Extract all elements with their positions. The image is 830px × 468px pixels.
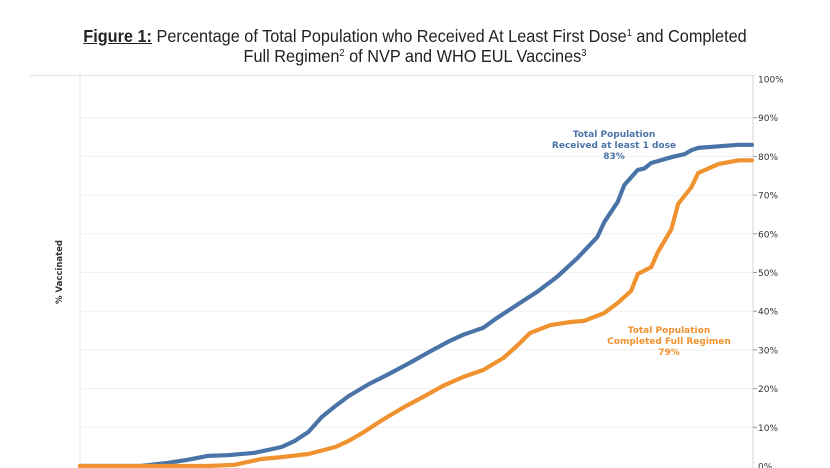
title-text-2b: of NVP and WHO EUL Vaccines xyxy=(344,46,582,66)
chart-title: Figure 1: Percentage of Total Population… xyxy=(29,26,801,66)
y-tick-label: 30% xyxy=(758,346,778,356)
y-tick-label: 100% xyxy=(758,76,784,86)
footnote-1: 1 xyxy=(626,28,632,39)
series-line-full-regimen xyxy=(77,158,755,468)
title-text-1a: Percentage of Total Population who Recei… xyxy=(151,26,627,46)
gridlines xyxy=(80,117,753,428)
series-line-first-dose xyxy=(77,142,755,468)
y-axis-label: % Vaccinated xyxy=(55,240,65,304)
annotation-full-regimen-line: 79% xyxy=(658,348,680,358)
footnote-2: 2 xyxy=(339,48,345,59)
annotation-full-regimen-line: Total Population xyxy=(628,326,711,336)
annotation-first-dose-line: Total Population xyxy=(573,130,656,140)
y-tick-label: 60% xyxy=(758,230,778,240)
y-tick-label: 50% xyxy=(758,269,778,279)
y-tick-label: 0% xyxy=(758,463,773,468)
series-lines xyxy=(77,142,755,468)
y-tick-label: 90% xyxy=(758,114,778,124)
y-tick-label: 80% xyxy=(758,153,778,163)
title-text-2a: Full Regimen xyxy=(243,46,340,66)
y-tick-label: 10% xyxy=(758,424,778,434)
title-text-1b: and Completed xyxy=(631,26,747,46)
annotation-full-regimen-line: Completed Full Regimen xyxy=(607,337,731,347)
annotation-first-dose-line: Received at least 1 dose xyxy=(552,141,676,151)
annotation-first-dose-line: 83% xyxy=(603,152,625,162)
y-axis-ticks: 0% 10% 20% 30% 40% 50% 60% 70% 80% 90% 100% xyxy=(753,76,784,468)
figure-label: Figure 1: xyxy=(83,26,152,46)
y-tick-label: 20% xyxy=(758,385,778,395)
y-tick-label: 70% xyxy=(758,192,778,202)
y-tick-label: 40% xyxy=(758,308,778,318)
footnote-3: 3 xyxy=(581,48,587,59)
